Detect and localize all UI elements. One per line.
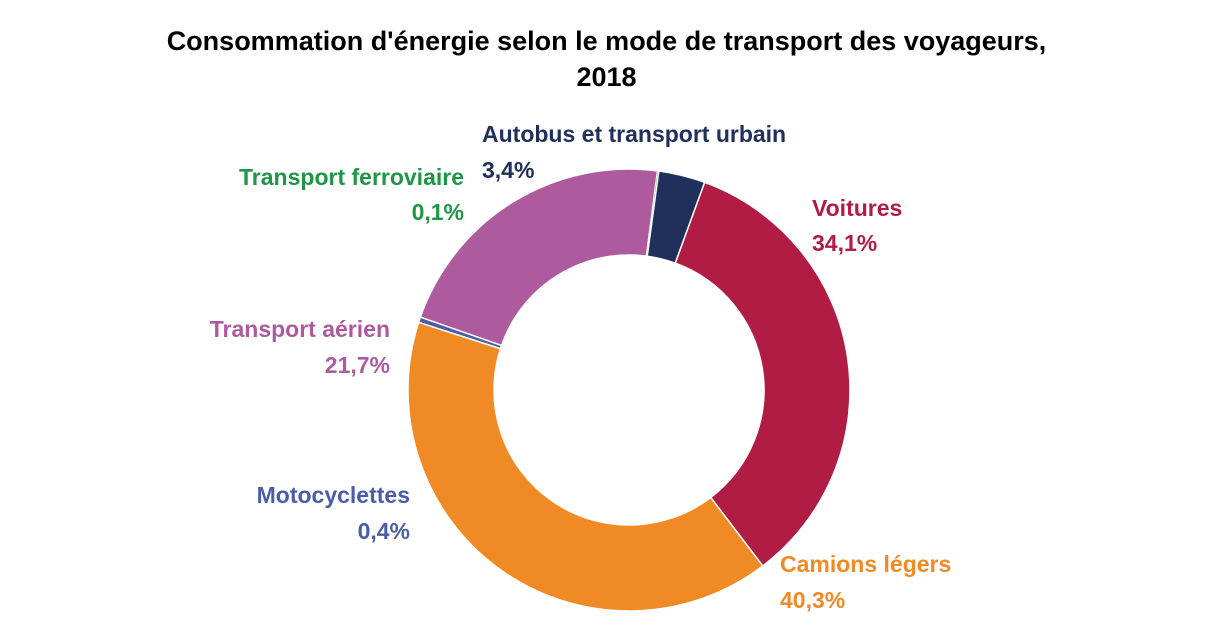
slice-value-camions-legers: 40,3% [780, 587, 845, 613]
slice-value-autobus-et-transport-urbain: 3,4% [482, 157, 534, 183]
chart-title-line-2: 2018 [576, 62, 637, 92]
donut-slice-autobus-et-transport-urbain [646, 170, 706, 265]
slice-value-motocyclettes: 0,4% [358, 518, 410, 544]
slice-label-motocyclettes: Motocyclettes [257, 482, 410, 508]
slice-label-voitures: Voitures [812, 195, 902, 221]
slice-value-transport-ferroviaire: 0,1% [412, 199, 464, 225]
donut-slice-transport-aerien [419, 168, 659, 347]
slice-label-transport-ferroviaire: Transport ferroviaire [239, 164, 464, 190]
chart-title-line-1: Consommation d'énergie selon le mode de … [166, 26, 1047, 56]
slice-labels: Voitures 34,1% Camions légers 40,3% Motocycl… [210, 121, 952, 613]
slice-value-voitures: 34,1% [812, 230, 877, 256]
slice-label-autobus-et-transport-urbain: Autobus et transport urbain [482, 121, 786, 147]
donut-slices [407, 168, 851, 612]
slice-label-transport-aerien: Transport aérien [210, 316, 390, 342]
slice-value-transport-aerien: 21,7% [325, 352, 390, 378]
slice-label-camions-legers: Camions légers [780, 551, 951, 577]
donut-slice-voitures [674, 181, 851, 567]
donut-slice-camions-legers [407, 321, 764, 612]
